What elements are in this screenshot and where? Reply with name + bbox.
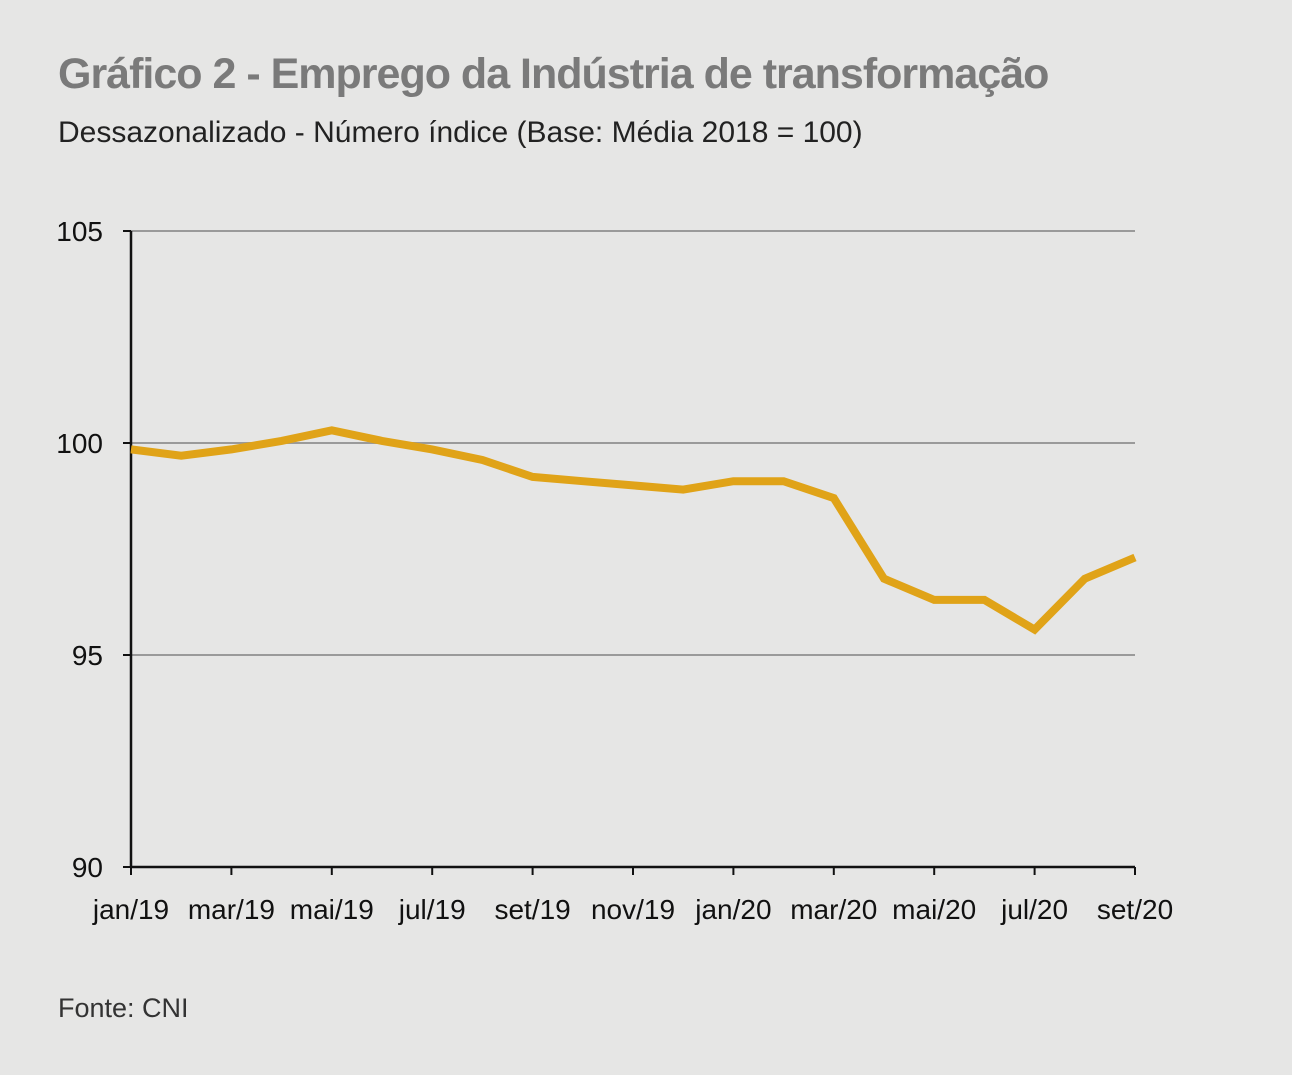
y-tick-label: 95 (72, 640, 103, 671)
x-tick-label: set/19 (494, 894, 570, 925)
chart-subtitle: Dessazonalizado - Número índice (Base: M… (58, 116, 863, 149)
x-tick-label: mar/20 (790, 894, 877, 925)
data-point-abr/20 (884, 578, 885, 579)
data-point-jun/19 (382, 440, 383, 441)
x-tick-labels: jan/19 mar/19 mai/19 jul/19 set/19 nov/19 jan/… (92, 894, 1173, 925)
data-point-set/20 (1135, 557, 1136, 558)
x-tick-label: jul/20 (1000, 894, 1068, 925)
series-line (130, 426, 1137, 635)
data-point-mar/20 (833, 498, 834, 499)
y-tick-label: 90 (72, 852, 103, 883)
source-note: Fonte: CNI (58, 993, 189, 1023)
data-point-jan/20 (733, 481, 734, 482)
y-tick-label: 105 (56, 216, 103, 247)
grid-lines (131, 230, 1135, 656)
x-tick-label: set/20 (1097, 894, 1173, 925)
data-point-jul/19 (432, 449, 433, 450)
y-tick-labels: 90 95 100 105 (56, 216, 103, 883)
data-point-jul/20 (1034, 629, 1035, 630)
data-point-ago/19 (482, 459, 483, 460)
data-point-set/19 (532, 476, 533, 477)
data-point-mar/19 (231, 449, 232, 450)
data-point-mai/20 (934, 599, 935, 600)
x-tick-label: mai/20 (892, 894, 976, 925)
x-tick-label: jul/19 (398, 894, 466, 925)
x-tick-label: nov/19 (591, 894, 675, 925)
data-point-nov/19 (633, 485, 634, 486)
data-point-dez/19 (683, 489, 684, 490)
data-point-fev/19 (181, 455, 182, 456)
chart-title: Gráfico 2 - Emprego da Indústria de tran… (58, 50, 1049, 98)
data-point-jan/19 (131, 449, 132, 450)
data-point-ago/20 (1084, 578, 1085, 579)
x-tick-label: mai/19 (290, 894, 374, 925)
series-layer (130, 426, 1137, 635)
data-point-abr/19 (281, 440, 282, 441)
data-point-mai/19 (331, 430, 332, 431)
data-point-jun/20 (984, 599, 985, 600)
data-point-out/19 (582, 481, 583, 482)
x-tick-label: jan/19 (92, 894, 169, 925)
x-tick-label: jan/20 (694, 894, 771, 925)
axes (123, 230, 1136, 875)
x-tick-label: mar/19 (188, 894, 275, 925)
y-tick-label: 100 (56, 428, 103, 459)
data-point-fev/20 (783, 481, 784, 482)
